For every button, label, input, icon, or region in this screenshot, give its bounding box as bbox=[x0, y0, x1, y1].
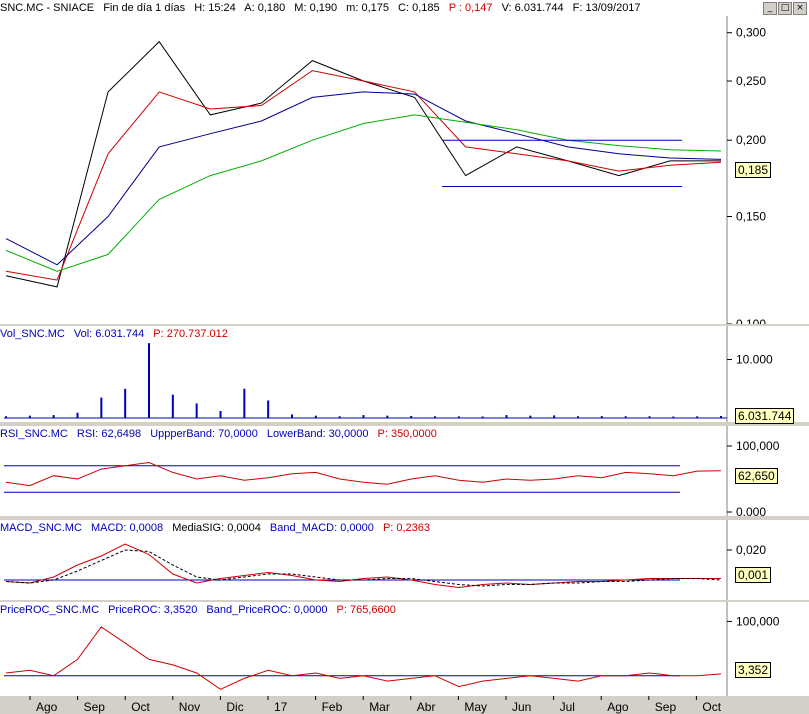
symbol-label: SNC.MC - SNIACE bbox=[0, 2, 95, 14]
month-label: Oct bbox=[702, 700, 721, 714]
macd-pane[interactable]: MACD_SNC.MC MACD: 0,0008 MediaSIG: 0,000… bbox=[0, 520, 809, 600]
roc-last-value: 3,352 bbox=[735, 662, 772, 678]
volume-last-value: 6.031.744 bbox=[735, 408, 795, 424]
volume-name: Vol_SNC.MC bbox=[0, 328, 65, 340]
rsi-upper: UppperBand: 70,0000 bbox=[150, 428, 258, 440]
macd-prev: P: 0,2363 bbox=[382, 522, 431, 534]
roc-tick-label: 100,000 bbox=[736, 614, 780, 628]
volume-header: Vol_SNC.MC Vol: 6.031.744 P: 270.737.012 bbox=[0, 326, 809, 342]
rsi-last-value: 62,650 bbox=[735, 468, 778, 484]
macd-last-value: 0,001 bbox=[735, 567, 772, 583]
month-label: Feb bbox=[322, 700, 343, 714]
volume-chart: 10.000 bbox=[4, 326, 773, 422]
close-label: C: 0,185 bbox=[398, 2, 440, 14]
month-label: Jun bbox=[512, 700, 531, 714]
month-label: Sep bbox=[84, 700, 106, 714]
low-label: m: 0,175 bbox=[346, 2, 389, 14]
roc-pane[interactable]: PriceROC_SNC.MC PriceROC: 3,3520 Band_Pr… bbox=[0, 602, 809, 696]
roc-line bbox=[5, 626, 722, 690]
hour-label: H: 15:24 bbox=[194, 2, 236, 14]
roc-prev: P: 765,6600 bbox=[336, 604, 396, 616]
rsi-chart: 100,000 0,000 bbox=[4, 426, 780, 516]
rsi-name: RSI_SNC.MC bbox=[0, 428, 68, 440]
rsi-tick-label: 0,000 bbox=[736, 505, 766, 516]
volume-label: V: 6.031.744 bbox=[501, 2, 564, 14]
price-last-value: 0,185 bbox=[735, 162, 772, 178]
month-label: Ago bbox=[36, 700, 58, 714]
high-label: M: 0,190 bbox=[294, 2, 338, 14]
macd-signal-line bbox=[5, 549, 722, 587]
timeframe-label: Fin de día 1 días bbox=[103, 2, 186, 14]
time-axis: Ago Sep Oct Nov Dic 17 Feb Mar Abr May Jun Jul Ago Se… bbox=[0, 696, 809, 714]
minimize-icon[interactable]: _ bbox=[763, 2, 777, 15]
price-tick-label: 0,150 bbox=[736, 209, 766, 223]
macd-band: Band_MACD: 0,0000 bbox=[269, 522, 374, 534]
macd-chart: 0,020 bbox=[4, 520, 766, 600]
month-label: Jul bbox=[560, 700, 575, 714]
macd-header: MACD_SNC.MC MACD: 0,0008 MediaSIG: 0,000… bbox=[0, 520, 809, 536]
volume-prev: P: 270.737.012 bbox=[153, 328, 228, 340]
month-label: Mar bbox=[369, 700, 390, 714]
price-tick-label: 0,250 bbox=[736, 74, 766, 88]
rsi-tick-label: 100,000 bbox=[736, 439, 780, 453]
roc-chart: 100,000 bbox=[4, 602, 780, 696]
macd-name: MACD_SNC.MC bbox=[0, 522, 82, 534]
volume-pane[interactable]: Vol_SNC.MC Vol: 6.031.744 P: 270.737.012… bbox=[0, 326, 809, 424]
volume-value: Vol: 6.031.744 bbox=[73, 328, 145, 340]
roc-name: PriceROC_SNC.MC bbox=[0, 604, 100, 616]
price-series-line bbox=[5, 40, 721, 288]
rsi-prev: P: 350,0000 bbox=[377, 428, 437, 440]
price-tick-label: 0,100 bbox=[736, 317, 766, 324]
macd-line bbox=[5, 543, 721, 589]
month-label: Sep bbox=[655, 700, 677, 714]
red-average-line bbox=[5, 70, 722, 281]
blue-average-line bbox=[5, 91, 722, 266]
month-label: Ago bbox=[607, 700, 629, 714]
rsi-pane[interactable]: RSI_SNC.MC RSI: 62,6498 UppperBand: 70,0… bbox=[0, 426, 809, 516]
rsi-line bbox=[5, 461, 722, 487]
macd-tick-label: 0,020 bbox=[736, 543, 766, 557]
price-chart: 0,300 0,250 0,200 0,150 0,100 bbox=[5, 16, 766, 324]
green-average-line bbox=[5, 114, 722, 272]
month-label: Oct bbox=[131, 700, 150, 714]
volume-tick-label: 10.000 bbox=[736, 353, 773, 367]
window-controls: _ □ × bbox=[763, 2, 807, 15]
price-tick-label: 0,300 bbox=[736, 26, 766, 40]
rsi-value: RSI: 62,6498 bbox=[76, 428, 142, 440]
date-label: F: 13/09/2017 bbox=[572, 2, 641, 14]
roc-value: PriceROC: 3,3520 bbox=[108, 604, 198, 616]
price-pane[interactable]: 0,300 0,250 0,200 0,150 0,100 0,185 bbox=[0, 16, 809, 324]
month-label: Nov bbox=[179, 700, 200, 714]
month-label: 17 bbox=[274, 700, 288, 714]
month-label: Abr bbox=[417, 700, 436, 714]
rsi-lower: LowerBand: 30,0000 bbox=[266, 428, 369, 440]
price-header: SNC.MC - SNIACE Fin de día 1 días H: 15:… bbox=[0, 0, 809, 16]
open-label: A: 0,180 bbox=[244, 2, 286, 14]
rsi-header: RSI_SNC.MC RSI: 62,6498 UppperBand: 70,0… bbox=[0, 426, 809, 442]
maximize-icon[interactable]: □ bbox=[778, 2, 792, 15]
prev-label: P : 0,147 bbox=[448, 2, 493, 14]
close-icon[interactable]: × bbox=[793, 2, 807, 15]
month-label: May bbox=[464, 700, 487, 714]
macd-value: MACD: 0,0008 bbox=[90, 522, 164, 534]
roc-band: Band_PriceROC: 0,0000 bbox=[206, 604, 328, 616]
roc-header: PriceROC_SNC.MC PriceROC: 3,3520 Band_Pr… bbox=[0, 602, 809, 618]
macd-signal: MediaSIG: 0,0004 bbox=[172, 522, 261, 534]
month-label: Dic bbox=[226, 700, 243, 714]
price-tick-label: 0,200 bbox=[736, 133, 766, 147]
